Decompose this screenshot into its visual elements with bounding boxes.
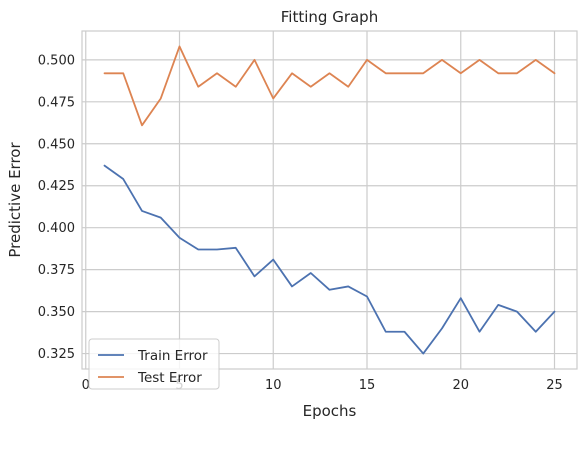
- tick-labels: 05101520250.3250.3500.3750.4000.4250.450…: [38, 53, 563, 393]
- legend: Train Error Test Error: [88, 338, 220, 390]
- y-tick-label: 0.350: [38, 305, 75, 320]
- y-tick-label: 0.325: [38, 347, 75, 362]
- legend-label-test: Test Error: [137, 370, 202, 386]
- y-tick-label: 0.450: [38, 137, 75, 152]
- train-error-line: [103, 164, 556, 355]
- x-tick-label: 0: [82, 378, 90, 393]
- legend-label-train: Train Error: [137, 348, 208, 364]
- series-layer: [103, 45, 556, 355]
- x-tick-label: 20: [452, 378, 469, 393]
- y-tick-label: 0.425: [38, 179, 75, 194]
- test-error-line: [103, 45, 556, 127]
- grid-lines: [82, 31, 577, 369]
- plot-background: [82, 31, 577, 369]
- chart-title: Fitting Graph: [281, 8, 378, 26]
- y-axis-label: Predictive Error: [6, 142, 24, 258]
- y-tick-label: 0.500: [38, 53, 75, 68]
- x-axis-label: Epochs: [303, 402, 357, 420]
- y-tick-label: 0.375: [38, 263, 75, 278]
- x-tick-label: 25: [546, 378, 563, 393]
- x-tick-label: 10: [265, 378, 282, 393]
- x-tick-label: 15: [359, 378, 376, 393]
- y-tick-label: 0.400: [38, 221, 75, 236]
- plot-frame: [81, 30, 578, 370]
- y-tick-label: 0.475: [38, 95, 75, 110]
